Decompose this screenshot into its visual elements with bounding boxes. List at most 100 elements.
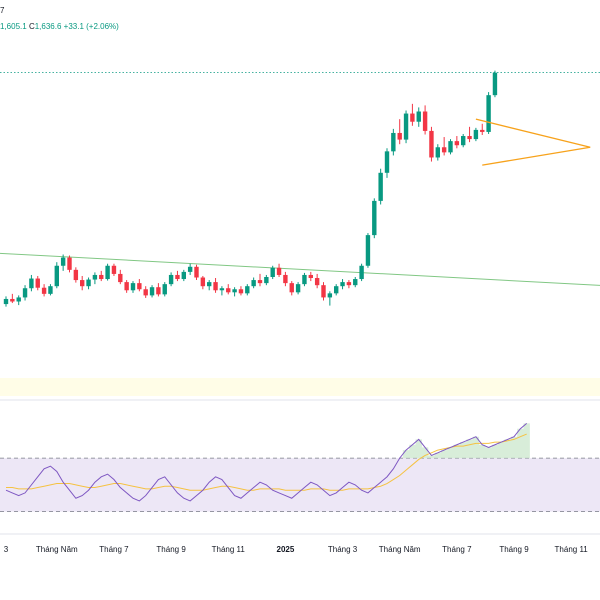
candle-body bbox=[314, 278, 320, 286]
x-axis-tick-label: Tháng 7 bbox=[442, 545, 472, 554]
candle-body bbox=[448, 141, 453, 153]
candle-body bbox=[3, 298, 9, 305]
rsi-band bbox=[0, 458, 600, 512]
candle-body bbox=[238, 289, 244, 294]
x-axis-tick-label: Tháng 9 bbox=[499, 545, 529, 554]
candle-body bbox=[397, 132, 402, 140]
candle-body bbox=[149, 287, 155, 296]
candle-body bbox=[289, 283, 294, 293]
highlight-band bbox=[0, 378, 600, 396]
triangle-lower-line bbox=[482, 146, 591, 166]
x-axis-tick-label: Tháng 11 bbox=[212, 545, 246, 554]
candle-body bbox=[137, 283, 142, 290]
candle-body bbox=[162, 284, 167, 295]
candle-body bbox=[308, 274, 313, 279]
candle-body bbox=[346, 282, 352, 286]
x-axis-tick-label: Tháng 7 bbox=[99, 545, 129, 554]
candle-body bbox=[99, 274, 104, 280]
change-value: +33.1 (+2.06%) bbox=[63, 22, 119, 31]
rsi-line bbox=[5, 422, 528, 502]
candle-body bbox=[22, 288, 28, 298]
candle-body bbox=[232, 289, 237, 293]
candle-body bbox=[384, 151, 390, 173]
candle-body bbox=[92, 274, 98, 280]
low-value: 1,605.1 bbox=[0, 22, 27, 31]
candle-body bbox=[207, 282, 212, 287]
candle-body bbox=[295, 284, 301, 293]
candle-body bbox=[473, 129, 479, 140]
candle-body bbox=[461, 136, 466, 146]
candle-body bbox=[130, 283, 136, 291]
x-axis-tick-label: Tháng 3 bbox=[328, 545, 358, 554]
candle-body bbox=[41, 287, 47, 294]
candle-body bbox=[270, 267, 275, 277]
candle-body bbox=[422, 111, 428, 131]
candle-body bbox=[359, 265, 364, 280]
rsi-ma-line bbox=[6, 433, 527, 491]
candle-body bbox=[372, 200, 377, 236]
candle-body bbox=[48, 286, 53, 294]
trend-line bbox=[0, 252, 600, 286]
close-value: 1,636.6 bbox=[34, 22, 62, 31]
candle-body bbox=[480, 129, 485, 132]
candle-body bbox=[251, 280, 256, 287]
candle-body bbox=[124, 282, 129, 291]
candle-body bbox=[60, 257, 66, 266]
candle-body bbox=[441, 147, 447, 153]
candle-body bbox=[416, 111, 421, 122]
candle-body bbox=[54, 265, 59, 287]
candle-body bbox=[226, 288, 231, 293]
candle-body bbox=[73, 269, 79, 281]
close-label: C bbox=[28, 22, 35, 31]
candle-body bbox=[435, 147, 440, 158]
candle-body bbox=[245, 286, 250, 294]
triangle-upper-line bbox=[475, 118, 591, 148]
candle-body bbox=[327, 293, 333, 298]
candle-body bbox=[168, 274, 174, 285]
x-axis-tick-label: Tháng Năm bbox=[379, 545, 421, 554]
candle-body bbox=[276, 267, 282, 275]
candle-body bbox=[302, 274, 307, 285]
x-axis-tick-label: Tháng Năm bbox=[36, 545, 78, 554]
candle-body bbox=[391, 132, 396, 152]
x-axis-tick-label: Tháng 11 bbox=[555, 545, 589, 554]
candle-body bbox=[410, 113, 415, 122]
candle-body bbox=[35, 278, 40, 288]
candle-body bbox=[16, 297, 21, 302]
candle-body bbox=[353, 279, 358, 286]
candle-body bbox=[334, 286, 339, 294]
candle-body bbox=[86, 279, 91, 287]
candle-body bbox=[486, 95, 491, 132]
candle-body bbox=[187, 266, 193, 272]
candle-body bbox=[194, 266, 199, 278]
candle-body bbox=[378, 172, 383, 201]
candle-body bbox=[213, 282, 218, 291]
candle-body bbox=[111, 265, 117, 274]
candle-body bbox=[365, 235, 371, 266]
candle-body bbox=[67, 257, 72, 270]
header-top-digit: 7 bbox=[0, 6, 5, 15]
candle-body bbox=[264, 276, 269, 284]
candle-body bbox=[29, 278, 34, 289]
ohlc-readout: 1,605.1 C1,636.6 +33.1 (+2.06%) bbox=[0, 22, 119, 31]
candle-body bbox=[454, 141, 460, 146]
candle-body bbox=[283, 274, 288, 284]
candle-body bbox=[257, 280, 263, 284]
candle-body bbox=[200, 277, 206, 287]
candle-body bbox=[467, 136, 472, 140]
candle-body bbox=[340, 282, 345, 287]
candle-body bbox=[156, 287, 161, 295]
candle-body bbox=[429, 130, 434, 158]
x-axis-tick-label: 2025 bbox=[277, 545, 295, 554]
candle-body bbox=[492, 72, 498, 96]
x-axis-tick-label: Tháng 9 bbox=[156, 545, 186, 554]
candle-body bbox=[10, 298, 15, 302]
candle-body bbox=[80, 280, 85, 287]
candle-body bbox=[181, 271, 186, 280]
candle-body bbox=[175, 274, 180, 280]
candle-body bbox=[118, 273, 123, 283]
candle-body bbox=[403, 113, 409, 140]
candle-body bbox=[219, 288, 225, 291]
candle-body bbox=[105, 265, 110, 280]
